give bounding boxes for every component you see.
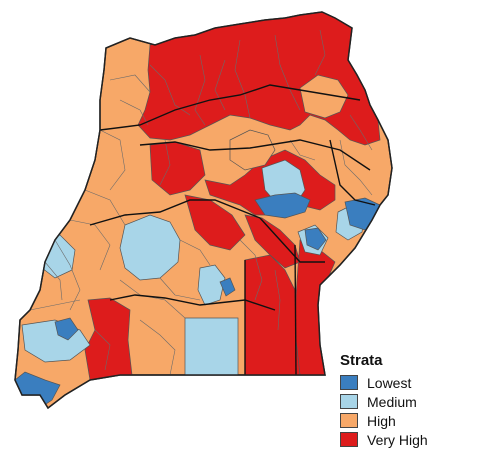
region-medium-west bbox=[119, 214, 181, 281]
region-lowest-east bbox=[254, 192, 311, 219]
legend-swatch-very-high bbox=[340, 432, 358, 447]
legend-label-high: High bbox=[367, 412, 396, 429]
region-lowest-sw-1 bbox=[54, 317, 79, 341]
region-high-center-north bbox=[229, 129, 276, 171]
legend-item-lowest: Lowest bbox=[340, 373, 428, 392]
region-lowest-center bbox=[219, 277, 236, 297]
legend-swatch-lowest bbox=[340, 375, 358, 390]
region-lowest-east-2 bbox=[304, 227, 327, 251]
legend-label-very-high: Very High bbox=[367, 431, 428, 448]
region-very-high-mid bbox=[184, 194, 246, 251]
legend-swatch-medium bbox=[340, 394, 358, 409]
region-very-high-east bbox=[294, 239, 336, 376]
legend-label-lowest: Lowest bbox=[367, 374, 412, 391]
legend-label-medium: Medium bbox=[367, 393, 417, 410]
region-high-ne bbox=[299, 74, 349, 119]
legend-item-high: High bbox=[340, 411, 428, 430]
legend-item-medium: Medium bbox=[340, 392, 428, 411]
region-very-high-sw bbox=[84, 297, 133, 381]
region-medium-lake bbox=[184, 317, 239, 376]
legend-item-very-high: Very High bbox=[340, 430, 428, 449]
legend-title: Strata bbox=[340, 352, 383, 369]
region-medium-center bbox=[197, 264, 226, 306]
legend-swatch-high bbox=[340, 413, 358, 428]
map-legend: Strata Lowest Medium High Very High bbox=[340, 352, 428, 449]
